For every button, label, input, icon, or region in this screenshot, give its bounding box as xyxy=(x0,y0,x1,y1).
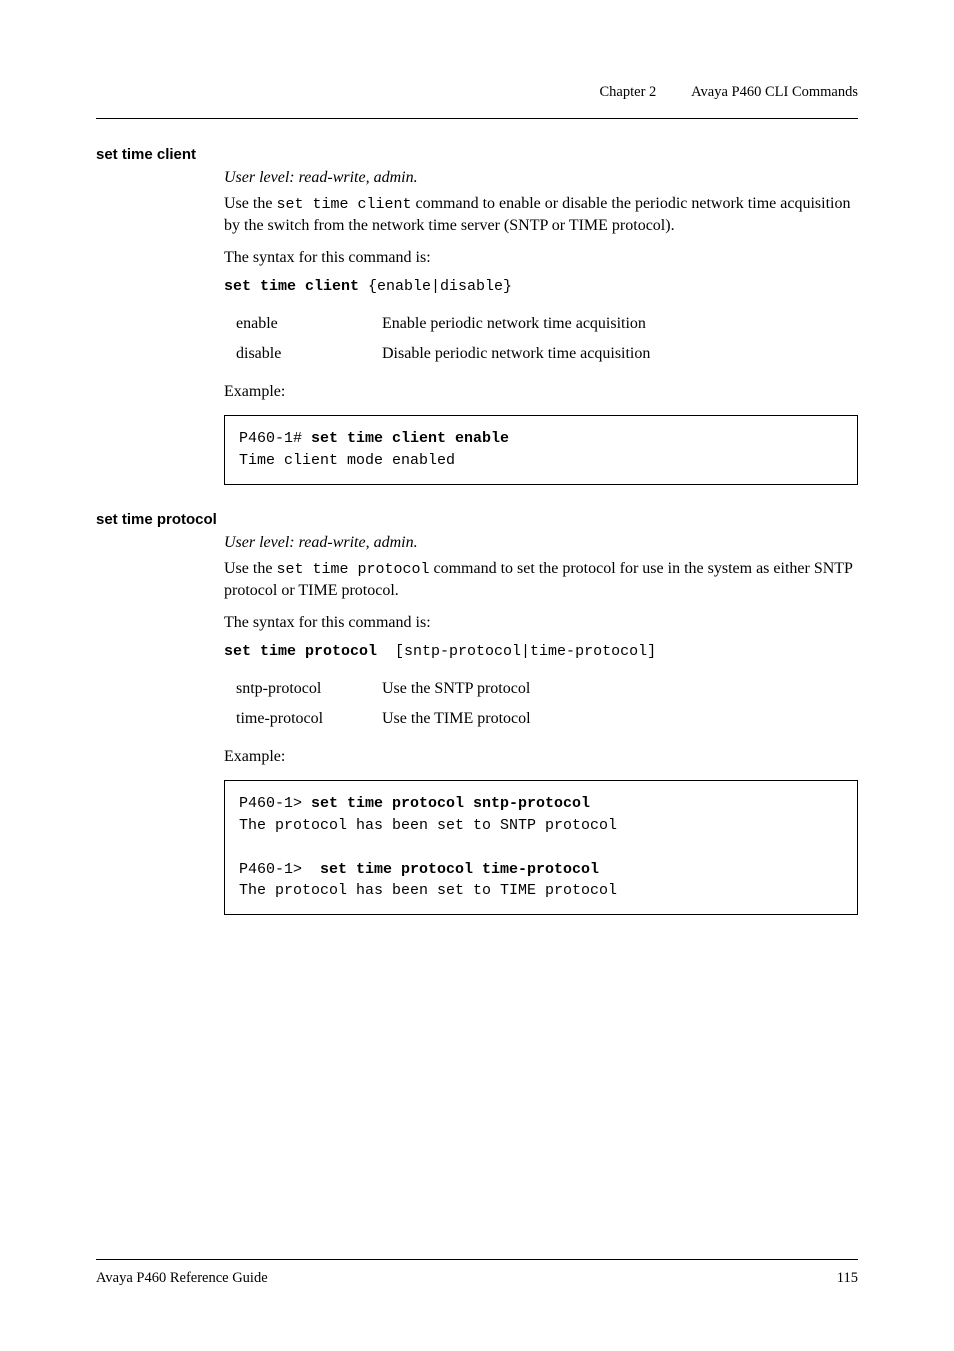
table-row: time-protocol Use the TIME protocol xyxy=(236,704,549,734)
chapter-label: Chapter 2 xyxy=(600,84,657,100)
footer-row: Avaya P460 Reference Guide 115 xyxy=(96,1270,858,1287)
intro-paragraph: Use the set time protocol command to set… xyxy=(224,558,858,602)
header-rule xyxy=(96,118,858,119)
table-row: disable Disable periodic network time ac… xyxy=(236,339,668,369)
page-footer: Avaya P460 Reference Guide 115 xyxy=(96,1251,858,1287)
intro-prefix: Use the xyxy=(224,195,276,212)
code-prompt: P460-1> xyxy=(239,861,320,878)
code-output: Time client mode enabled xyxy=(239,452,455,469)
parameter-table: enable Enable periodic network time acqu… xyxy=(236,309,668,369)
intro-prefix: Use the xyxy=(224,560,276,577)
example-label: Example: xyxy=(224,748,858,766)
syntax-command: set time client xyxy=(224,278,359,295)
syntax-label: The syntax for this command is: xyxy=(224,612,858,634)
section-body-set-time-protocol: User level: read-write, admin. Use the s… xyxy=(224,534,858,915)
section-body-set-time-client: User level: read-write, admin. Use the s… xyxy=(224,169,858,485)
param-name: enable xyxy=(236,309,382,339)
code-prompt: P460-1# xyxy=(239,430,311,447)
syntax-line: set time client {enable|disable} xyxy=(224,278,858,295)
section-heading-set-time-protocol: set time protocol xyxy=(96,511,858,528)
table-row: sntp-protocol Use the SNTP protocol xyxy=(236,674,549,704)
content-area: set time client User level: read-write, … xyxy=(96,146,858,915)
code-command: set time protocol sntp-protocol xyxy=(311,795,590,812)
user-level-note: User level: read-write, admin. xyxy=(224,169,858,187)
param-desc: Enable periodic network time acquisition xyxy=(382,309,668,339)
section-heading-set-time-client: set time client xyxy=(96,146,858,163)
table-row: enable Enable periodic network time acqu… xyxy=(236,309,668,339)
running-head: Chapter 2 Avaya P460 CLI Commands xyxy=(600,84,858,101)
code-example-box: P460-1# set time client enable Time clie… xyxy=(224,415,858,485)
code-command: set time protocol time-protocol xyxy=(320,861,599,878)
param-name: sntp-protocol xyxy=(236,674,382,704)
chapter-title: Avaya P460 CLI Commands xyxy=(691,84,858,100)
code-prompt: P460-1> xyxy=(239,795,311,812)
intro-paragraph: Use the set time client command to enabl… xyxy=(224,193,858,237)
code-output: The protocol has been set to TIME protoc… xyxy=(239,882,617,899)
param-name: disable xyxy=(236,339,382,369)
code-example-box: P460-1> set time protocol sntp-protocol … xyxy=(224,780,858,915)
syntax-label: The syntax for this command is: xyxy=(224,247,858,269)
code-command: set time client enable xyxy=(311,430,509,447)
page-number: 115 xyxy=(837,1270,858,1287)
param-desc: Use the TIME protocol xyxy=(382,704,549,734)
intro-command: set time protocol xyxy=(276,561,429,578)
footer-left: Avaya P460 Reference Guide xyxy=(96,1270,268,1287)
param-name: time-protocol xyxy=(236,704,382,734)
example-label: Example: xyxy=(224,383,858,401)
syntax-command: set time protocol xyxy=(224,643,377,660)
intro-command: set time client xyxy=(276,196,411,213)
param-desc: Disable periodic network time acquisitio… xyxy=(382,339,668,369)
syntax-line: set time protocol [sntp-protocol|time-pr… xyxy=(224,643,858,660)
syntax-args: {enable|disable} xyxy=(359,278,512,295)
code-output: The protocol has been set to SNTP protoc… xyxy=(239,817,617,834)
parameter-table: sntp-protocol Use the SNTP protocol time… xyxy=(236,674,549,734)
param-desc: Use the SNTP protocol xyxy=(382,674,549,704)
page: Chapter 2 Avaya P460 CLI Commands set ti… xyxy=(0,0,954,1351)
user-level-note: User level: read-write, admin. xyxy=(224,534,858,552)
syntax-args: [sntp-protocol|time-protocol] xyxy=(377,643,656,660)
footer-rule xyxy=(96,1259,858,1260)
